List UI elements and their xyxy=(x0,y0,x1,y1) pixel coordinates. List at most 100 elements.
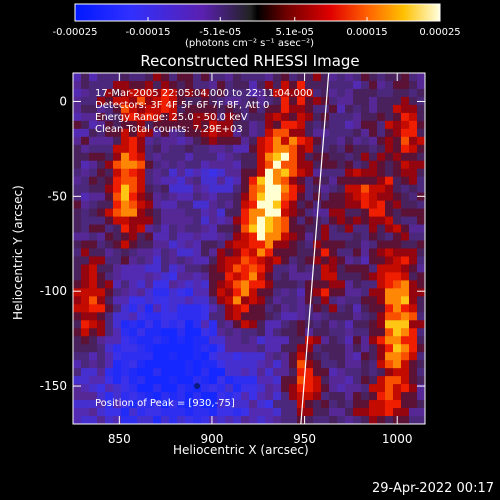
heatmap-cell xyxy=(121,104,130,114)
heatmap-cell xyxy=(153,73,162,82)
heatmap-cell xyxy=(73,104,82,114)
heatmap-cell xyxy=(321,264,330,274)
heatmap-cell xyxy=(73,384,82,393)
heatmap-cell xyxy=(177,392,186,401)
heatmap-cell xyxy=(97,73,106,82)
heatmap-cell xyxy=(289,224,298,234)
heatmap-cell xyxy=(185,112,194,122)
heatmap-cell xyxy=(225,232,234,242)
heatmap-cell xyxy=(409,232,418,242)
heatmap-cell xyxy=(241,304,250,313)
heatmap-cell xyxy=(177,328,186,337)
heatmap-cell xyxy=(193,144,202,154)
heatmap-cell xyxy=(185,160,194,170)
heatmap-cell xyxy=(273,208,282,218)
heatmap-cell xyxy=(153,304,162,313)
heatmap-cell xyxy=(281,248,290,258)
heatmap-cell xyxy=(393,232,402,242)
heatmap-cell xyxy=(241,328,250,337)
heatmap-cell xyxy=(329,120,338,130)
heatmap-cell xyxy=(217,136,226,146)
heatmap-cell xyxy=(161,336,170,345)
heatmap-cell xyxy=(105,152,114,162)
heatmap-cell xyxy=(297,232,306,242)
heatmap-cell xyxy=(329,272,338,282)
heatmap-cell xyxy=(361,320,370,329)
heatmap-cell xyxy=(289,240,298,250)
heatmap-cell xyxy=(113,328,122,337)
heatmap-cell xyxy=(185,184,194,194)
heatmap-cell xyxy=(289,384,298,393)
heatmap-cell xyxy=(321,80,330,90)
heatmap-cell xyxy=(361,112,370,122)
heatmap-cell xyxy=(209,136,218,146)
colorbar-ticks: -0.00025 -0.00015 -5.1e-05 5.1e-05 0.00015 0.… xyxy=(53,17,461,38)
heatmap-cell xyxy=(225,408,234,417)
heatmap-cell xyxy=(409,104,418,114)
heatmap-cell xyxy=(201,384,210,393)
heatmap-cell xyxy=(97,280,106,289)
heatmap-cell xyxy=(369,112,378,122)
heatmap-cell xyxy=(185,128,194,138)
heatmap-cell xyxy=(153,224,162,234)
heatmap-cell xyxy=(137,192,146,202)
heatmap-cell xyxy=(217,216,226,226)
heatmap-cell xyxy=(313,408,322,417)
heatmap-cell xyxy=(281,328,290,337)
heatmap-cell xyxy=(393,112,402,122)
heatmap-cell xyxy=(345,408,354,417)
heatmap-cell xyxy=(113,368,122,377)
heatmap-cell xyxy=(145,88,154,98)
heatmap-cell xyxy=(113,136,122,146)
heatmap-cell xyxy=(137,320,146,329)
heatmap-cell xyxy=(417,208,425,218)
heatmap-cell xyxy=(305,168,314,178)
heatmap-cell xyxy=(385,104,394,114)
heatmap-cell xyxy=(121,232,130,242)
heatmap-cell xyxy=(385,88,394,98)
heatmap-cell xyxy=(385,112,394,122)
heatmap-cell xyxy=(233,304,242,313)
heatmap-cell xyxy=(121,168,130,178)
heatmap-cell xyxy=(417,256,425,266)
heatmap-cell xyxy=(129,384,138,393)
heatmap-cell xyxy=(113,96,122,106)
heatmap-cell xyxy=(345,192,354,202)
heatmap-cell xyxy=(353,208,362,218)
heatmap-cell xyxy=(73,136,82,146)
heatmap-cell xyxy=(241,272,250,282)
heatmap-cell xyxy=(201,352,210,361)
heatmap-cell xyxy=(257,256,266,266)
heatmap-cell xyxy=(385,216,394,226)
heatmap-cell xyxy=(73,288,82,297)
heatmap-cell xyxy=(369,392,378,401)
heatmap-cell xyxy=(209,296,218,305)
heatmap-cell xyxy=(233,96,242,106)
heatmap-cell xyxy=(209,200,218,210)
heatmap-cell xyxy=(129,352,138,361)
heatmap-cell xyxy=(273,392,282,401)
heatmap-cell xyxy=(353,280,362,289)
heatmap-cell xyxy=(241,73,250,82)
heatmap-cell xyxy=(361,144,370,154)
heatmap-cell xyxy=(321,376,330,385)
heatmap-cell xyxy=(393,280,402,289)
heatmap-cell xyxy=(369,120,378,130)
heatmap-cell xyxy=(265,224,274,234)
heatmap-cell xyxy=(401,408,410,417)
heatmap-cell xyxy=(409,128,418,138)
heatmap-cell xyxy=(273,80,282,90)
heatmap-cell xyxy=(281,200,290,210)
heatmap-cell xyxy=(169,192,178,202)
heatmap-cell xyxy=(137,240,146,250)
heatmap-cell xyxy=(193,184,202,194)
heatmap-cell xyxy=(289,104,298,114)
heatmap-cell xyxy=(241,208,250,218)
heatmap-cell xyxy=(185,368,194,377)
heatmap-cell xyxy=(73,352,82,361)
heatmap-cell xyxy=(169,160,178,170)
heatmap-cell xyxy=(353,360,362,369)
heatmap-cell xyxy=(385,272,394,282)
heatmap-cell xyxy=(153,264,162,274)
heatmap-cell xyxy=(345,416,354,424)
